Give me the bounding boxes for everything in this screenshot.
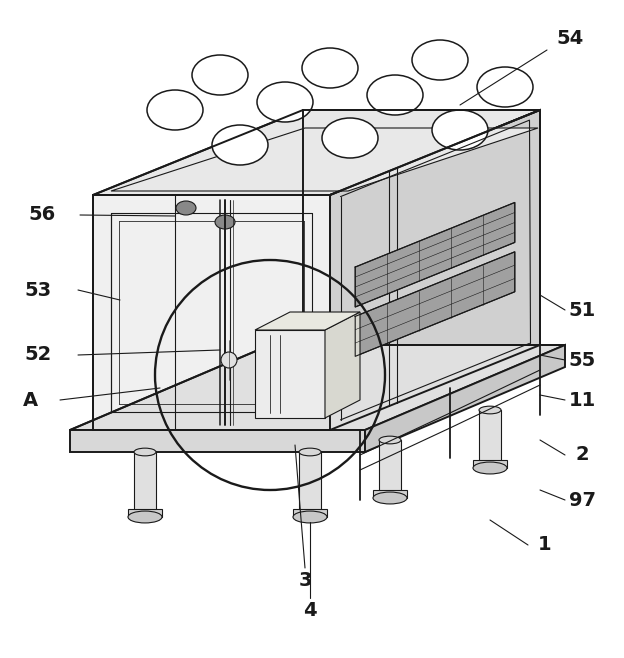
Ellipse shape bbox=[367, 75, 423, 115]
Polygon shape bbox=[255, 312, 360, 330]
Text: 53: 53 bbox=[24, 280, 52, 299]
Text: 97: 97 bbox=[568, 490, 595, 509]
Ellipse shape bbox=[479, 406, 501, 414]
Polygon shape bbox=[134, 452, 156, 517]
Ellipse shape bbox=[257, 82, 313, 122]
Text: 4: 4 bbox=[303, 601, 317, 619]
Text: 56: 56 bbox=[28, 205, 56, 224]
Ellipse shape bbox=[473, 462, 507, 474]
Ellipse shape bbox=[302, 48, 358, 88]
Ellipse shape bbox=[432, 110, 488, 150]
Polygon shape bbox=[70, 345, 565, 430]
Text: 52: 52 bbox=[24, 345, 52, 365]
Polygon shape bbox=[379, 440, 401, 498]
Polygon shape bbox=[355, 203, 515, 307]
Ellipse shape bbox=[477, 67, 533, 107]
Text: 2: 2 bbox=[575, 445, 589, 465]
Text: 1: 1 bbox=[538, 536, 552, 555]
Ellipse shape bbox=[322, 118, 378, 158]
Polygon shape bbox=[93, 195, 330, 430]
Ellipse shape bbox=[192, 55, 248, 95]
Polygon shape bbox=[325, 312, 360, 418]
Ellipse shape bbox=[379, 436, 401, 444]
Ellipse shape bbox=[134, 448, 156, 456]
Polygon shape bbox=[128, 509, 162, 517]
Polygon shape bbox=[473, 460, 507, 468]
Ellipse shape bbox=[215, 215, 235, 229]
Polygon shape bbox=[355, 252, 515, 357]
Polygon shape bbox=[70, 430, 365, 452]
Circle shape bbox=[221, 352, 237, 368]
Polygon shape bbox=[373, 490, 407, 498]
Ellipse shape bbox=[373, 492, 407, 504]
Text: A: A bbox=[22, 390, 37, 409]
Polygon shape bbox=[479, 410, 501, 468]
Ellipse shape bbox=[128, 511, 162, 523]
Polygon shape bbox=[299, 452, 321, 517]
Polygon shape bbox=[255, 330, 325, 418]
Ellipse shape bbox=[412, 40, 468, 80]
Polygon shape bbox=[93, 110, 540, 195]
Ellipse shape bbox=[176, 201, 196, 215]
Polygon shape bbox=[365, 345, 565, 452]
Polygon shape bbox=[111, 128, 538, 191]
Ellipse shape bbox=[147, 90, 203, 130]
Text: 55: 55 bbox=[568, 351, 596, 370]
Ellipse shape bbox=[299, 448, 321, 456]
Text: 54: 54 bbox=[557, 28, 583, 47]
Text: 3: 3 bbox=[298, 570, 312, 590]
Polygon shape bbox=[293, 509, 327, 517]
Text: 51: 51 bbox=[568, 301, 596, 320]
Text: 11: 11 bbox=[568, 390, 596, 409]
Ellipse shape bbox=[212, 125, 268, 165]
Ellipse shape bbox=[293, 511, 327, 523]
Polygon shape bbox=[330, 110, 540, 430]
